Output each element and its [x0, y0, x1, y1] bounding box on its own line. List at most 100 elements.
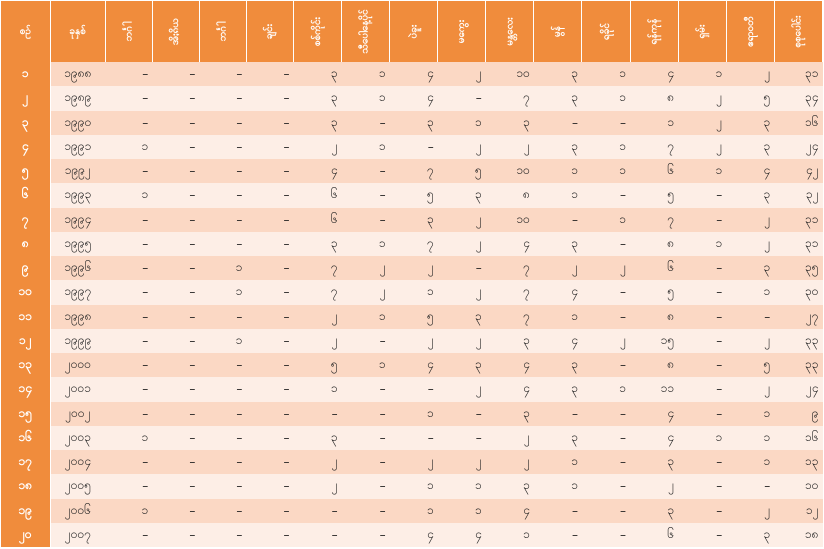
value-cell: – — [246, 498, 294, 523]
value-cell: ၆ — [630, 159, 679, 184]
value-cell: – — [246, 256, 294, 281]
value-cell: – — [246, 159, 294, 184]
value-cell: – — [246, 474, 294, 499]
value-cell: ၂ — [581, 328, 631, 353]
value-cell: – — [341, 450, 390, 475]
value-cell: – — [199, 86, 247, 111]
value-cell: ၂ — [293, 450, 342, 475]
value-cell: – — [389, 134, 438, 159]
value-cell: ၃ — [726, 522, 775, 547]
value-cell: ၁ — [389, 280, 438, 305]
value-cell: – — [341, 498, 390, 523]
value-cell: ၃ — [485, 328, 534, 353]
value-cell: – — [199, 377, 247, 402]
value-cell: ၃ — [726, 134, 775, 159]
value-cell: ၂ — [437, 207, 486, 232]
value-cell: – — [246, 425, 294, 450]
value-cell: – — [105, 377, 153, 402]
header-label: မန္တလေး — [504, 17, 516, 46]
value-cell: ၇ — [389, 231, 438, 256]
value-cell: ၅ — [726, 353, 775, 378]
value-cell: ၇ — [485, 280, 534, 305]
value-cell: ၂ — [485, 450, 534, 475]
value-cell: – — [581, 231, 631, 256]
table-row: ၁၀ ၁၉၉၇– –၁–၇၂၁၂၇၄–၅–၁၃၀ — [1, 280, 823, 305]
value-cell: ၁ — [678, 231, 727, 256]
table-row: ၃၁၉၉၀– – – –၃–၃၁၃– –၁၂၃၁၆ — [1, 110, 823, 135]
total-cell: ၂၄ — [774, 134, 823, 159]
value-cell: ၅ — [630, 280, 679, 305]
value-cell: ၁၀ — [485, 159, 534, 184]
value-cell: – — [152, 401, 200, 426]
table-row: ၆၁၉၉၃၁– – –၆–၅၃၈၁–၅–၃၃၂ — [1, 183, 823, 208]
value-cell: ၁ — [105, 498, 153, 523]
value-cell: ၂ — [726, 328, 775, 353]
value-cell: – — [678, 328, 727, 353]
value-cell: ၁ — [437, 110, 486, 135]
value-cell: ၄ — [485, 353, 534, 378]
value-cell: ၂ — [437, 377, 486, 402]
row-index-cell: ၈ — [1, 231, 51, 256]
value-cell: – — [152, 62, 200, 87]
value-cell: ၃ — [293, 86, 342, 111]
total-cell: ၃၁ — [774, 62, 823, 87]
row-index-cell: ၁၇ — [1, 450, 51, 475]
table-row: ၁၁၉၈၈– – – –၃၁၄၂၁၀၃၁၄၁၂၃၁ — [1, 62, 823, 87]
value-cell: – — [152, 134, 200, 159]
value-cell: – — [437, 401, 486, 426]
value-cell: ၃ — [533, 86, 582, 111]
value-cell: ၃ — [533, 377, 582, 402]
value-cell: ၆ — [293, 183, 342, 208]
value-cell: ၃ — [437, 304, 486, 329]
value-cell: – — [246, 207, 294, 232]
value-cell: – — [678, 304, 727, 329]
row-index-cell: ၁၂ — [1, 328, 51, 353]
value-cell: ၁ — [105, 183, 153, 208]
total-cell: ၃၂ — [774, 183, 823, 208]
value-cell: ၁ — [341, 86, 390, 111]
value-cell: ၃ — [437, 353, 486, 378]
value-cell: – — [246, 328, 294, 353]
value-cell: – — [199, 110, 247, 135]
value-cell: – — [199, 231, 247, 256]
value-cell: – — [152, 450, 200, 475]
value-cell: ၇ — [293, 280, 342, 305]
table-row: ၄၁၉၉၁၁– – –၂၁–၂၂၃၁၇၂၃၂၄ — [1, 134, 823, 159]
value-cell: – — [293, 522, 342, 547]
value-cell: ၁၀ — [485, 207, 534, 232]
row-index-cell: ၁၈ — [1, 474, 51, 499]
value-cell: – — [246, 522, 294, 547]
row-index-cell: ၄ — [1, 134, 51, 159]
year-cell: ၂၀၀၀ — [50, 353, 106, 378]
value-cell: ၁ — [726, 401, 775, 426]
value-cell: – — [341, 110, 390, 135]
year-cell: ၂၀၀၂ — [50, 401, 106, 426]
value-cell: – — [246, 231, 294, 256]
header-cell: မကွေး — [437, 1, 487, 62]
value-cell: ၁ — [199, 280, 247, 305]
value-cell: – — [246, 183, 294, 208]
total-cell: ၃၃ — [774, 353, 823, 378]
header-cell: မွန် — [533, 1, 583, 62]
value-cell: – — [199, 450, 247, 475]
header-label: စုစုပေါင်း — [792, 15, 804, 48]
value-cell: – — [293, 401, 342, 426]
value-cell: ၆ — [630, 256, 679, 281]
value-cell: – — [533, 498, 582, 523]
value-cell: ၃ — [726, 256, 775, 281]
value-cell: ၁ — [341, 304, 390, 329]
value-cell: – — [199, 522, 247, 547]
value-cell: – — [105, 280, 153, 305]
value-cell: – — [246, 377, 294, 402]
value-cell: – — [152, 425, 200, 450]
value-cell: – — [199, 353, 247, 378]
value-cell: – — [726, 304, 775, 329]
row-index-cell: ၁ — [1, 62, 51, 87]
value-cell: ၈ — [630, 304, 679, 329]
value-cell: ၄ — [485, 498, 534, 523]
value-cell: ၇ — [389, 159, 438, 184]
value-cell: ၅ — [389, 183, 438, 208]
header-cell: စစ်ကိုင်း — [293, 1, 343, 62]
value-cell: ၁ — [485, 522, 534, 547]
value-cell: – — [678, 522, 727, 547]
